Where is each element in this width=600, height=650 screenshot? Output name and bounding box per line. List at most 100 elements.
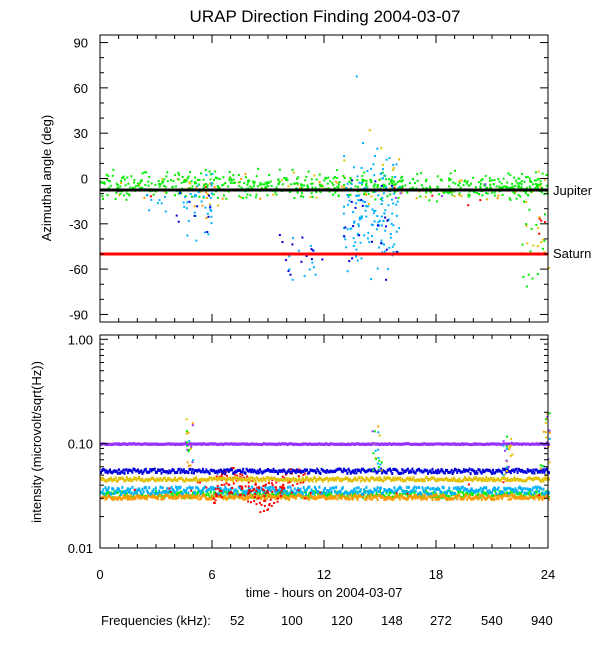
azimuth-point-148 bbox=[406, 191, 409, 194]
intensity-point-540 bbox=[178, 467, 181, 471]
intensity-burst-point bbox=[372, 441, 375, 444]
azimuth-point-272 bbox=[359, 199, 362, 202]
intensity-point-272 bbox=[465, 488, 468, 492]
intensity-point-148 bbox=[176, 491, 179, 495]
intensity-point-148 bbox=[195, 494, 198, 498]
azimuth-point-100 bbox=[259, 197, 262, 200]
intensity-point-272 bbox=[438, 487, 441, 491]
intensity-burst-point bbox=[502, 444, 505, 447]
azimuth-point-148 bbox=[449, 172, 452, 175]
azimuth-point-148 bbox=[534, 187, 537, 189]
intensity-point-540 bbox=[339, 467, 342, 471]
intensity-point-120 bbox=[144, 478, 147, 482]
intensity-point-940 bbox=[438, 442, 441, 446]
intensity-point-120 bbox=[298, 477, 301, 481]
intensity-point-940 bbox=[327, 443, 330, 447]
intensity-point-540 bbox=[424, 469, 427, 473]
intensity-point-272 bbox=[207, 487, 210, 491]
intensity-point-940 bbox=[479, 442, 482, 446]
intensity-point-940 bbox=[483, 443, 485, 446]
intensity-point-120 bbox=[222, 476, 225, 480]
intensity-point-148 bbox=[185, 492, 188, 496]
intensity-point-940 bbox=[428, 443, 431, 447]
intensity-point-120 bbox=[363, 478, 366, 482]
intensity-point-272 bbox=[102, 488, 105, 492]
intensity-point-940 bbox=[501, 442, 503, 446]
azimuth-point-148 bbox=[162, 184, 165, 187]
intensity-point-940 bbox=[366, 442, 369, 446]
intensity-point-540 bbox=[246, 469, 249, 473]
intensity-point-540 bbox=[356, 468, 359, 472]
intensity-point-540 bbox=[440, 467, 443, 471]
intensity-point-148 bbox=[134, 491, 137, 495]
intensity-point-540 bbox=[169, 471, 172, 475]
intensity-point-272 bbox=[171, 487, 174, 491]
intensity-point-120 bbox=[311, 479, 314, 483]
intensity-point-540 bbox=[137, 468, 139, 472]
intensity-point-540 bbox=[299, 469, 302, 473]
intensity-point-120 bbox=[536, 476, 539, 480]
intensity-point-272 bbox=[285, 491, 288, 495]
azimuth-point-120 bbox=[364, 192, 367, 195]
intensity-point-272 bbox=[475, 488, 478, 492]
intensity-point-540 bbox=[366, 469, 369, 473]
intensity-point-100 bbox=[452, 497, 455, 501]
azimuth-point-148 bbox=[133, 187, 136, 190]
intensity-point-52 bbox=[319, 491, 322, 494]
intensity-point-120 bbox=[282, 478, 285, 481]
intensity-point-100 bbox=[394, 496, 397, 499]
intensity-point-272 bbox=[447, 489, 450, 493]
intensity-point-272 bbox=[178, 486, 181, 490]
intensity-point-148 bbox=[517, 491, 520, 495]
intensity-point-272 bbox=[166, 487, 169, 491]
intensity-point-120 bbox=[199, 478, 202, 482]
intensity-point-940 bbox=[149, 443, 152, 447]
intensity-point-120 bbox=[308, 479, 311, 483]
intensity-point-540 bbox=[110, 470, 113, 474]
intensity-point-120 bbox=[331, 476, 334, 480]
azimuth-point-148 bbox=[489, 186, 492, 189]
intensity-point-272 bbox=[123, 490, 126, 493]
intensity-point-940 bbox=[293, 442, 296, 446]
intensity-point-120 bbox=[105, 479, 108, 483]
azimuth-point-148 bbox=[116, 184, 119, 186]
azimuth-ytick-label: 60 bbox=[74, 81, 88, 96]
azimuth-point-148 bbox=[331, 181, 334, 184]
azimuth-point-272 bbox=[313, 266, 315, 269]
intensity-point-272 bbox=[424, 486, 427, 490]
intensity-point-120 bbox=[441, 478, 444, 482]
azimuth-point-148 bbox=[255, 175, 258, 178]
intensity-burst-point bbox=[548, 437, 551, 440]
intensity-point-540 bbox=[347, 467, 350, 471]
intensity-point-148 bbox=[470, 490, 473, 494]
intensity-point-272 bbox=[243, 490, 246, 494]
intensity-point-120 bbox=[156, 477, 158, 481]
intensity-point-272 bbox=[390, 488, 393, 492]
intensity-point-120 bbox=[103, 478, 106, 482]
intensity-point-52 bbox=[280, 486, 283, 489]
intensity-point-120 bbox=[382, 479, 385, 483]
intensity-point-540 bbox=[241, 470, 244, 474]
intensity-point-540 bbox=[217, 469, 220, 473]
azimuth-point-148 bbox=[195, 182, 198, 185]
intensity-point-100 bbox=[449, 497, 452, 501]
intensity-axis-ticks: 0.010.101.000 6 12 18 24 bbox=[68, 332, 556, 582]
intensity-point-100 bbox=[328, 496, 331, 500]
azimuth-point-148 bbox=[465, 182, 468, 185]
intensity-point-120 bbox=[195, 476, 198, 480]
intensity-point-940 bbox=[222, 443, 225, 447]
intensity-point-272 bbox=[328, 488, 331, 492]
intensity-point-148 bbox=[107, 491, 110, 495]
intensity-point-540 bbox=[488, 468, 491, 472]
intensity-point-100 bbox=[105, 496, 108, 500]
intensity-point-540 bbox=[196, 469, 199, 473]
intensity-point-100 bbox=[504, 493, 507, 497]
intensity-point-940 bbox=[539, 442, 541, 446]
intensity-point-540 bbox=[436, 471, 438, 475]
intensity-point-272 bbox=[437, 486, 440, 490]
azimuth-point-148 bbox=[540, 191, 543, 194]
intensity-point-540 bbox=[212, 469, 214, 473]
intensity-point-540 bbox=[479, 470, 482, 474]
azimuth-point-120 bbox=[292, 171, 295, 174]
intensity-point-120 bbox=[485, 476, 488, 480]
